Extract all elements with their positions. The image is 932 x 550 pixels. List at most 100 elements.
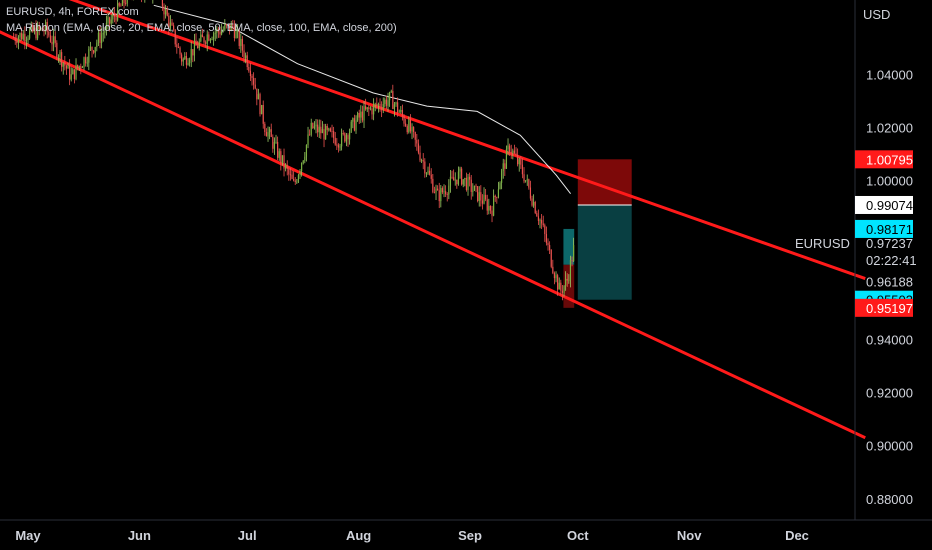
candle-body	[297, 175, 300, 182]
candle-body	[416, 139, 418, 144]
candle-body	[227, 23, 229, 25]
candle-body	[517, 154, 519, 165]
candle-body	[222, 29, 224, 31]
candle-body	[496, 197, 498, 198]
candle-body	[360, 111, 362, 118]
candle-body	[352, 118, 354, 122]
ema-ribbon-line	[153, 4, 571, 195]
candle-body	[371, 108, 373, 115]
candle-body	[433, 192, 436, 194]
price-badge-label: 0.99074	[866, 198, 913, 213]
candle-body	[334, 137, 336, 145]
candle-body	[376, 103, 378, 106]
candle-body	[246, 55, 248, 68]
price-badge-label: 1.00795	[866, 152, 913, 167]
candle-body	[65, 65, 68, 69]
candle-body	[125, 3, 127, 5]
candle-body	[568, 280, 570, 282]
long-position-stop-zone[interactable]	[563, 264, 575, 308]
symbol-label: EURUSD	[795, 236, 850, 251]
candle-body	[278, 151, 280, 158]
candle-body	[262, 105, 264, 124]
candle-body	[169, 22, 172, 28]
candle-body	[288, 168, 290, 175]
candle-body	[209, 39, 212, 41]
candle-body	[192, 49, 194, 56]
channel-lower-line[interactable]	[0, 27, 866, 440]
candle-body	[472, 190, 474, 192]
candle-body	[313, 126, 316, 129]
candle-body	[499, 182, 501, 190]
price-axis[interactable]: 1.04000 1.02000 1.00000 0.96188 0.94000 0.920…	[855, 67, 913, 507]
candle-body	[281, 155, 284, 164]
candle-body	[384, 99, 386, 104]
price-badge[interactable]	[855, 195, 913, 214]
candle-body	[88, 48, 90, 63]
candle-body	[19, 33, 21, 38]
candle-body	[483, 194, 485, 204]
candle-body	[211, 39, 213, 41]
candle-body	[411, 127, 413, 132]
candle-body	[512, 150, 514, 154]
candle-body	[301, 163, 303, 172]
candle-body	[110, 19, 112, 24]
candle-body	[317, 124, 319, 133]
time-tick-label: Jul	[238, 528, 257, 543]
short-position-target-zone[interactable]	[577, 204, 632, 300]
candle-body	[208, 34, 210, 41]
candle-body	[501, 171, 503, 183]
candle-body	[25, 40, 28, 42]
candle-body	[200, 34, 202, 42]
channel-upper-line[interactable]	[28, 0, 866, 280]
time-axis[interactable]: May Jun Jul Aug Sep Oct Nov Dec	[15, 528, 809, 543]
candle-body	[107, 17, 109, 23]
candle-body	[345, 135, 348, 142]
candle-body	[117, 3, 119, 21]
candle-body	[177, 47, 180, 49]
price-tick-label: 1.04000	[866, 67, 913, 82]
price-badge[interactable]	[855, 219, 913, 238]
candle-body	[427, 170, 429, 174]
candle-body	[302, 160, 304, 164]
candle-body	[481, 200, 484, 204]
candle-body	[14, 37, 16, 41]
short-position-stop-zone[interactable]	[577, 159, 632, 205]
candle-body	[46, 22, 48, 32]
candle-body	[83, 57, 85, 68]
candle-body	[75, 64, 77, 80]
candle-body	[443, 191, 445, 193]
candle-body	[238, 30, 240, 46]
candle-body	[469, 176, 471, 180]
candle-body	[53, 36, 55, 45]
candle-body	[542, 223, 544, 226]
candle-body	[377, 104, 380, 106]
candle-body	[97, 32, 100, 43]
candle-body	[393, 104, 396, 109]
candle-body	[259, 94, 261, 115]
candle-body	[225, 24, 228, 26]
plot-area[interactable]	[0, 0, 866, 440]
symbol-title[interactable]: EURUSD, 4h, FOREX.com	[6, 6, 139, 18]
price-badge[interactable]	[855, 298, 913, 317]
candle-body	[350, 121, 352, 132]
candle-body	[475, 185, 477, 187]
price-tick-label: 1.00000	[866, 173, 913, 188]
indicator-title[interactable]: MA Ribbon (EMA, close, 20, EMA, close, 5…	[6, 22, 397, 34]
price-badge[interactable]	[855, 150, 913, 169]
candle-body	[219, 31, 221, 35]
candle-body	[513, 150, 516, 154]
candle-body	[120, 5, 122, 7]
candle-body	[342, 133, 344, 134]
candle-body	[461, 168, 463, 185]
candle-body	[365, 106, 367, 110]
candle-body	[41, 28, 44, 31]
candle-body	[29, 30, 31, 39]
candle-body	[339, 146, 341, 148]
candle-body	[515, 153, 517, 155]
candle-body	[179, 47, 181, 55]
candle-body	[173, 25, 175, 30]
long-position-target-zone[interactable]	[563, 228, 575, 265]
candle-body	[30, 25, 32, 31]
candle-body	[275, 141, 277, 143]
